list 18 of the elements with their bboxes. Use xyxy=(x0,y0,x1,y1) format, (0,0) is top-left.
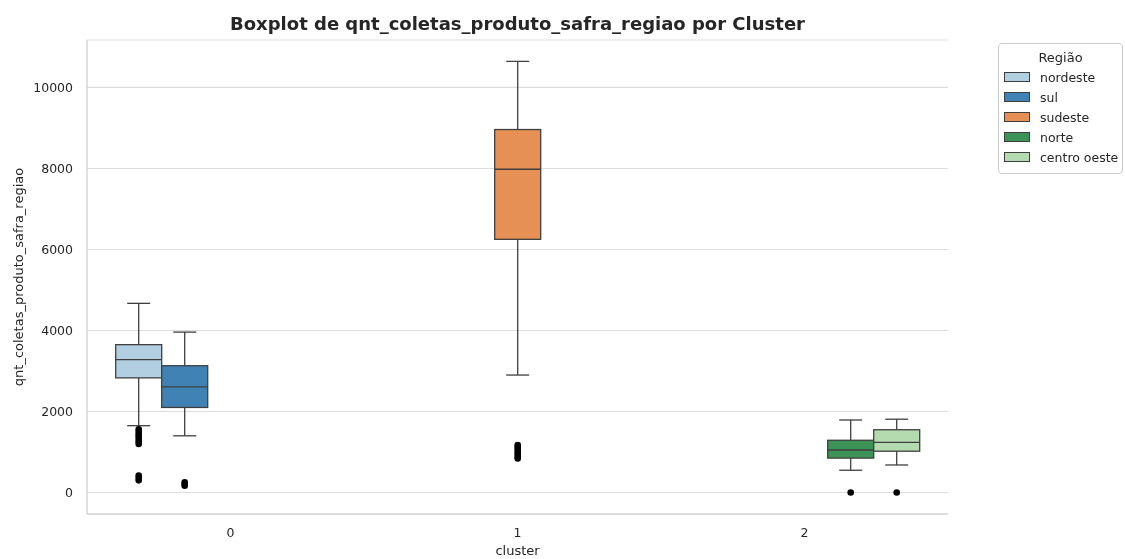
legend-label: sudeste xyxy=(1040,109,1090,125)
legend-label: centro oeste xyxy=(1040,149,1119,165)
y-tick-label: 0 xyxy=(65,484,74,500)
legend-label: nordeste xyxy=(1040,69,1096,85)
legend-label: norte xyxy=(1040,129,1074,145)
y-tick-label: 2000 xyxy=(41,403,74,419)
x-tick-label: 2 xyxy=(800,524,809,540)
y-tick-label: 6000 xyxy=(41,241,74,257)
legend-title: Região xyxy=(1037,49,1084,67)
y-tick-label: 4000 xyxy=(41,322,74,338)
y-tick-label: 10000 xyxy=(33,79,74,95)
y-tick-label: 8000 xyxy=(41,160,74,176)
chart-title: Boxplot de qnt_coletas_produto_safra_regiao por Cluster xyxy=(229,13,806,35)
y-axis-title: qnt_coletas_produto_safra_regiao xyxy=(10,167,26,387)
x-tick-label: 0 xyxy=(226,524,235,540)
x-tick-label: 1 xyxy=(513,524,522,540)
x-axis-title: cluster xyxy=(495,543,541,558)
legend-label: sul xyxy=(1040,89,1058,105)
